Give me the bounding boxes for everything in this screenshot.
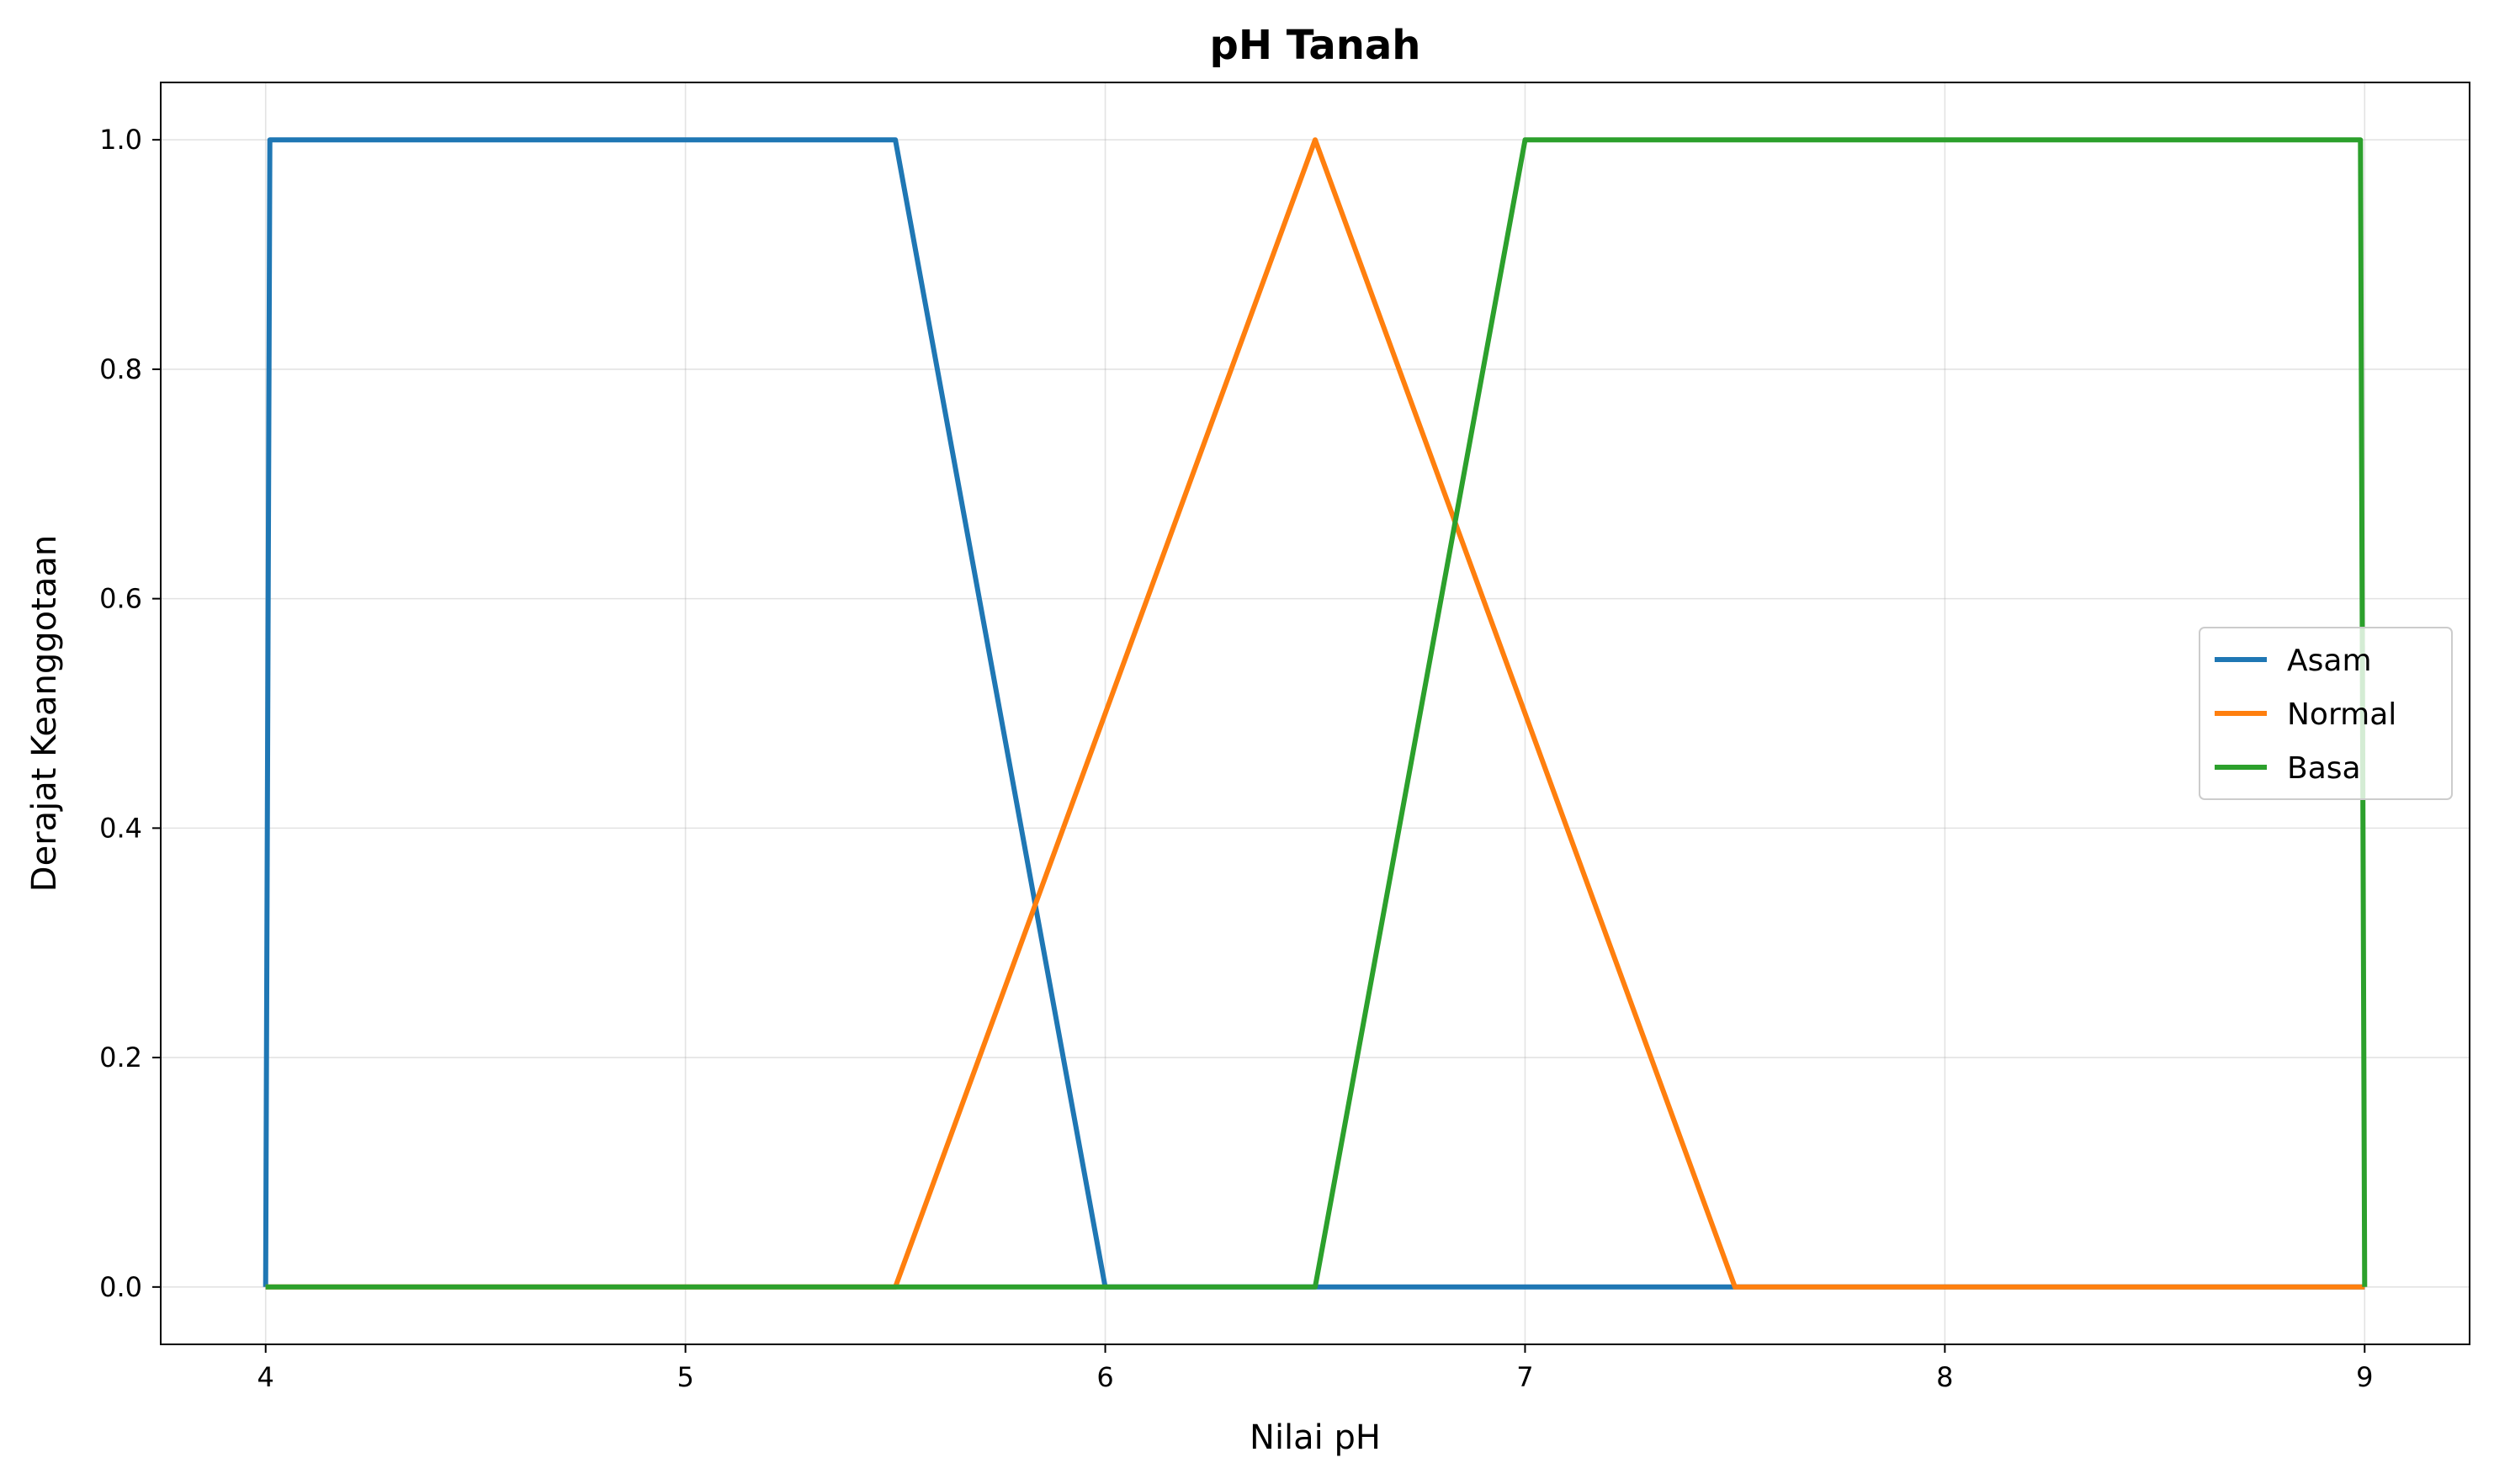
legend-label-normal: Normal bbox=[2287, 697, 2396, 732]
y-tick-label: 0.6 bbox=[99, 583, 142, 615]
x-axis-label: Nilai pH bbox=[1250, 1418, 1381, 1457]
legend: Asam Normal Basa bbox=[2199, 627, 2453, 800]
x-tick-label: 6 bbox=[1096, 1361, 1113, 1393]
y-tick-label: 0.0 bbox=[99, 1271, 142, 1303]
x-tick-label: 5 bbox=[677, 1361, 693, 1393]
y-tick-label: 0.8 bbox=[99, 353, 142, 385]
x-tick-label: 8 bbox=[1936, 1361, 1953, 1393]
ticks: 4 5 6 7 8 9 0.0 0.2 0.4 0.6 0.8 1.0 bbox=[99, 124, 2373, 1393]
y-axis-label: Derajat Keanggotaan bbox=[25, 535, 64, 892]
x-tick-label: 7 bbox=[1516, 1361, 1533, 1393]
legend-label-asam: Asam bbox=[2287, 644, 2372, 678]
legend-label-basa: Basa bbox=[2287, 751, 2361, 786]
series-layer bbox=[263, 137, 2368, 1290]
y-tick-label: 0.4 bbox=[99, 812, 142, 844]
y-tick-label: 0.2 bbox=[99, 1041, 142, 1073]
chart-title: pH Tanah bbox=[1210, 22, 1421, 69]
x-tick-label: 4 bbox=[257, 1361, 274, 1393]
axes-frame bbox=[160, 82, 2470, 1345]
y-tick-label: 1.0 bbox=[99, 124, 142, 156]
series-line-basa bbox=[265, 137, 2368, 1290]
series-line-asam bbox=[263, 137, 2365, 1290]
x-tick-label: 9 bbox=[2356, 1361, 2373, 1393]
legend-box bbox=[2199, 627, 2453, 800]
